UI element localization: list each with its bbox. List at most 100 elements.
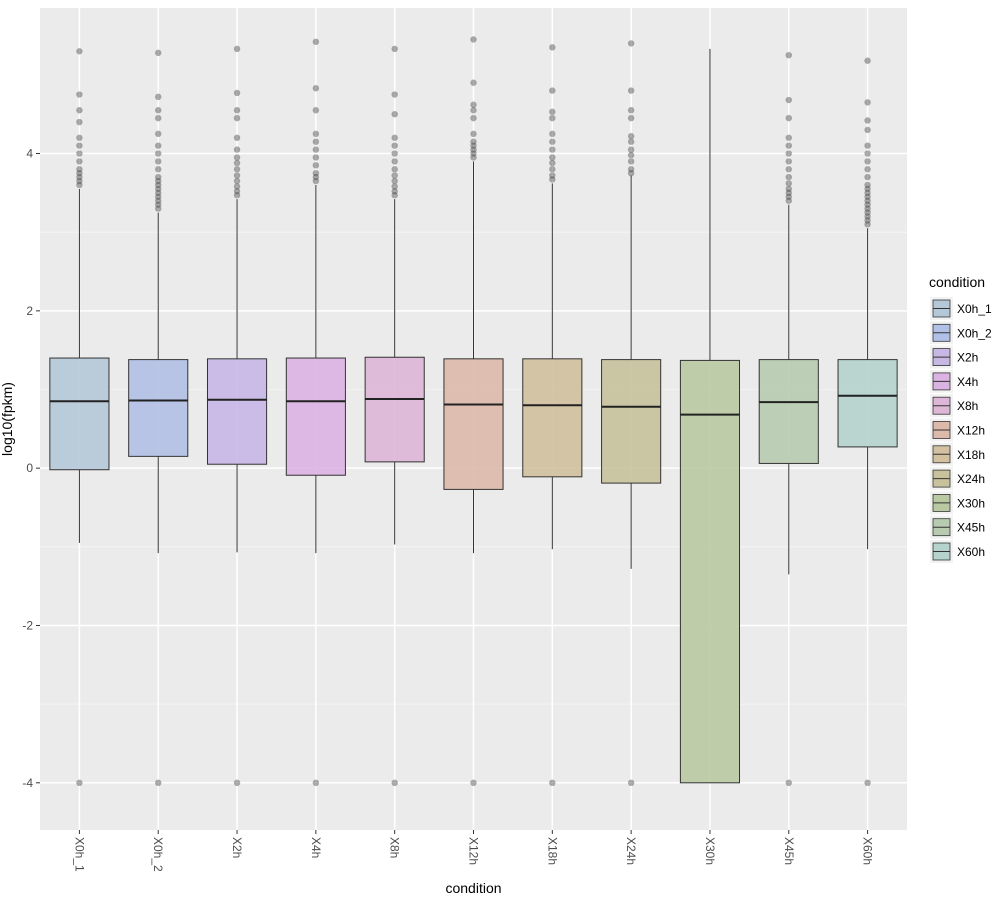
box-body	[285, 357, 346, 476]
legend-label: X60h	[957, 545, 985, 559]
outlier-point	[864, 99, 871, 106]
outlier-point	[549, 146, 556, 153]
outlier-point	[627, 146, 635, 153]
outlier-point	[391, 779, 398, 787]
legend-item-X45h: X45h	[930, 515, 985, 539]
legend-item-X12h: X12h	[930, 418, 985, 442]
legend-label: X18h	[957, 448, 985, 462]
outlier-point	[864, 185, 871, 193]
outlier-point	[155, 779, 162, 787]
outlier-point	[312, 169, 320, 177]
box-body	[128, 359, 189, 457]
outlier-point	[549, 172, 556, 179]
legend-item-X60h: X60h	[930, 540, 985, 563]
y-tick-label: 4	[26, 147, 33, 161]
outlier-point	[470, 142, 477, 149]
outlier-point	[312, 173, 320, 181]
outlier-point	[155, 189, 162, 197]
outlier-point	[391, 158, 398, 165]
outlier-point	[312, 38, 320, 46]
legend-item-X18h: X18h	[930, 442, 985, 466]
outlier-point	[391, 134, 398, 141]
legend-label: X30h	[957, 496, 985, 510]
outlier-point	[312, 146, 320, 153]
outlier-point	[785, 185, 792, 193]
outlier-point	[155, 197, 162, 204]
x-axis: X0h_1 X0h_2 X2h X4h X8h X12h X18h X24h X30h X45h X…	[72, 830, 875, 872]
outlier-point	[155, 107, 162, 114]
y-axis-title: log10(fpkm)	[0, 382, 15, 456]
outlier-point	[233, 154, 241, 161]
outlier-point	[470, 114, 477, 122]
outlier-point	[233, 107, 241, 114]
outlier-point	[233, 183, 241, 190]
legend-item-X8h: X8h	[930, 394, 978, 418]
outlier-point	[864, 205, 871, 212]
outlier-point	[470, 146, 477, 153]
outlier-point	[470, 150, 477, 157]
outlier-point	[470, 779, 477, 787]
outlier-point	[864, 117, 871, 124]
outlier-point	[391, 166, 398, 173]
outlier-point	[233, 177, 241, 185]
outlier-point	[785, 158, 792, 165]
box-X12h	[443, 36, 504, 787]
outlier-point	[391, 177, 398, 185]
outlier-point	[785, 193, 792, 200]
y-tick-label: -2	[22, 618, 33, 632]
outlier-point	[391, 172, 398, 179]
outlier-point	[76, 142, 83, 149]
box-body	[837, 359, 898, 448]
outlier-point	[627, 151, 635, 159]
outlier-point	[155, 193, 162, 200]
box-X24h	[601, 40, 662, 787]
outlier-point	[76, 177, 83, 185]
boxes-layer	[49, 36, 898, 787]
box-X8h	[364, 45, 425, 787]
box-body	[758, 359, 819, 464]
x-tick-label: X0h_2	[151, 837, 165, 872]
outlier-point	[391, 142, 398, 149]
outlier-point	[470, 130, 477, 138]
outlier-point	[155, 93, 162, 101]
outlier-point	[864, 201, 871, 208]
outlier-point	[155, 177, 162, 185]
outlier-point	[470, 154, 477, 161]
outlier-point	[76, 91, 83, 98]
legend-label: X4h	[957, 375, 978, 389]
outlier-point	[785, 134, 792, 141]
outlier-point	[76, 48, 83, 55]
outlier-point	[76, 158, 83, 165]
outlier-point	[233, 779, 241, 787]
outlier-point	[76, 169, 83, 177]
outlier-point	[470, 101, 477, 108]
outlier-point	[233, 146, 241, 153]
x-tick-label: X4h	[309, 837, 323, 858]
x-tick-label: X24h	[624, 837, 638, 865]
outlier-point	[627, 40, 635, 47]
outlier-point	[785, 51, 792, 59]
outlier-point	[627, 138, 635, 145]
outlier-point	[864, 158, 871, 165]
outlier-point	[233, 172, 241, 179]
outlier-point	[864, 173, 871, 181]
outlier-point	[155, 142, 162, 149]
outlier-point	[864, 193, 871, 200]
outlier-point	[864, 150, 871, 157]
outlier-point	[391, 150, 398, 157]
y-tick-label: -4	[22, 776, 33, 790]
legend-item-X24h: X24h	[930, 467, 985, 491]
box-X30h	[679, 48, 741, 784]
x-tick-label: X18h	[545, 837, 559, 865]
outlier-point	[785, 166, 792, 173]
outlier-point	[233, 188, 241, 195]
box-body	[522, 358, 583, 478]
outlier-point	[627, 133, 635, 140]
outlier-point	[549, 108, 556, 116]
y-tick-label: 2	[26, 304, 33, 318]
outlier-point	[76, 779, 83, 787]
outlier-point	[312, 130, 320, 138]
outlier-point	[155, 49, 162, 57]
x-tick-label: X60h	[861, 837, 875, 865]
